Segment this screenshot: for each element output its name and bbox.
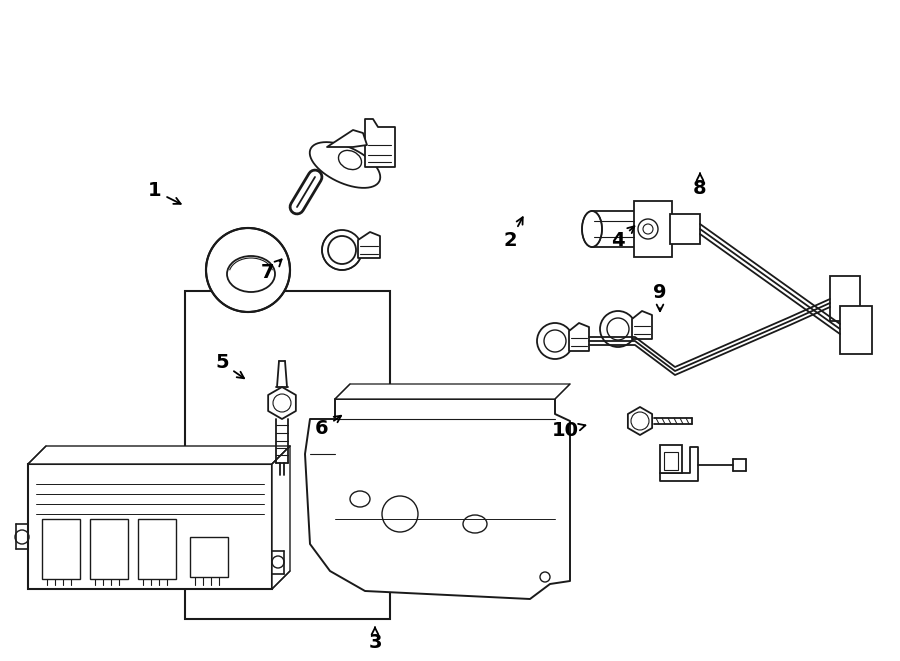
Polygon shape xyxy=(365,119,395,167)
Polygon shape xyxy=(272,446,290,589)
Text: 7: 7 xyxy=(261,259,282,282)
Text: 9: 9 xyxy=(653,284,667,311)
Bar xyxy=(28,464,272,589)
Bar xyxy=(592,211,647,247)
Polygon shape xyxy=(335,384,570,399)
Text: 6: 6 xyxy=(315,416,341,438)
Bar xyxy=(90,519,128,579)
Circle shape xyxy=(206,228,290,312)
Bar xyxy=(138,519,176,579)
Polygon shape xyxy=(632,311,652,339)
Bar xyxy=(670,214,700,244)
Text: 3: 3 xyxy=(368,627,382,652)
Text: 10: 10 xyxy=(552,422,585,440)
Bar xyxy=(190,537,228,577)
Circle shape xyxy=(322,230,362,270)
Text: 1: 1 xyxy=(148,182,181,204)
Bar xyxy=(634,201,672,257)
Text: 2: 2 xyxy=(503,217,523,251)
Ellipse shape xyxy=(637,211,657,247)
Bar xyxy=(830,276,860,321)
Polygon shape xyxy=(28,446,290,464)
Text: 5: 5 xyxy=(215,354,244,378)
Ellipse shape xyxy=(582,211,602,247)
Polygon shape xyxy=(310,142,381,188)
Polygon shape xyxy=(327,130,367,147)
Circle shape xyxy=(537,323,573,359)
Bar xyxy=(660,445,682,473)
Text: 4: 4 xyxy=(611,226,634,251)
Polygon shape xyxy=(628,407,652,435)
Bar xyxy=(185,291,390,619)
Bar xyxy=(840,306,872,354)
Polygon shape xyxy=(358,232,380,258)
Polygon shape xyxy=(660,447,698,481)
Polygon shape xyxy=(569,323,589,351)
Text: 8: 8 xyxy=(693,173,706,198)
Polygon shape xyxy=(268,387,296,419)
Circle shape xyxy=(600,311,636,347)
Bar xyxy=(664,452,678,470)
Bar xyxy=(42,519,80,579)
Polygon shape xyxy=(305,399,570,599)
